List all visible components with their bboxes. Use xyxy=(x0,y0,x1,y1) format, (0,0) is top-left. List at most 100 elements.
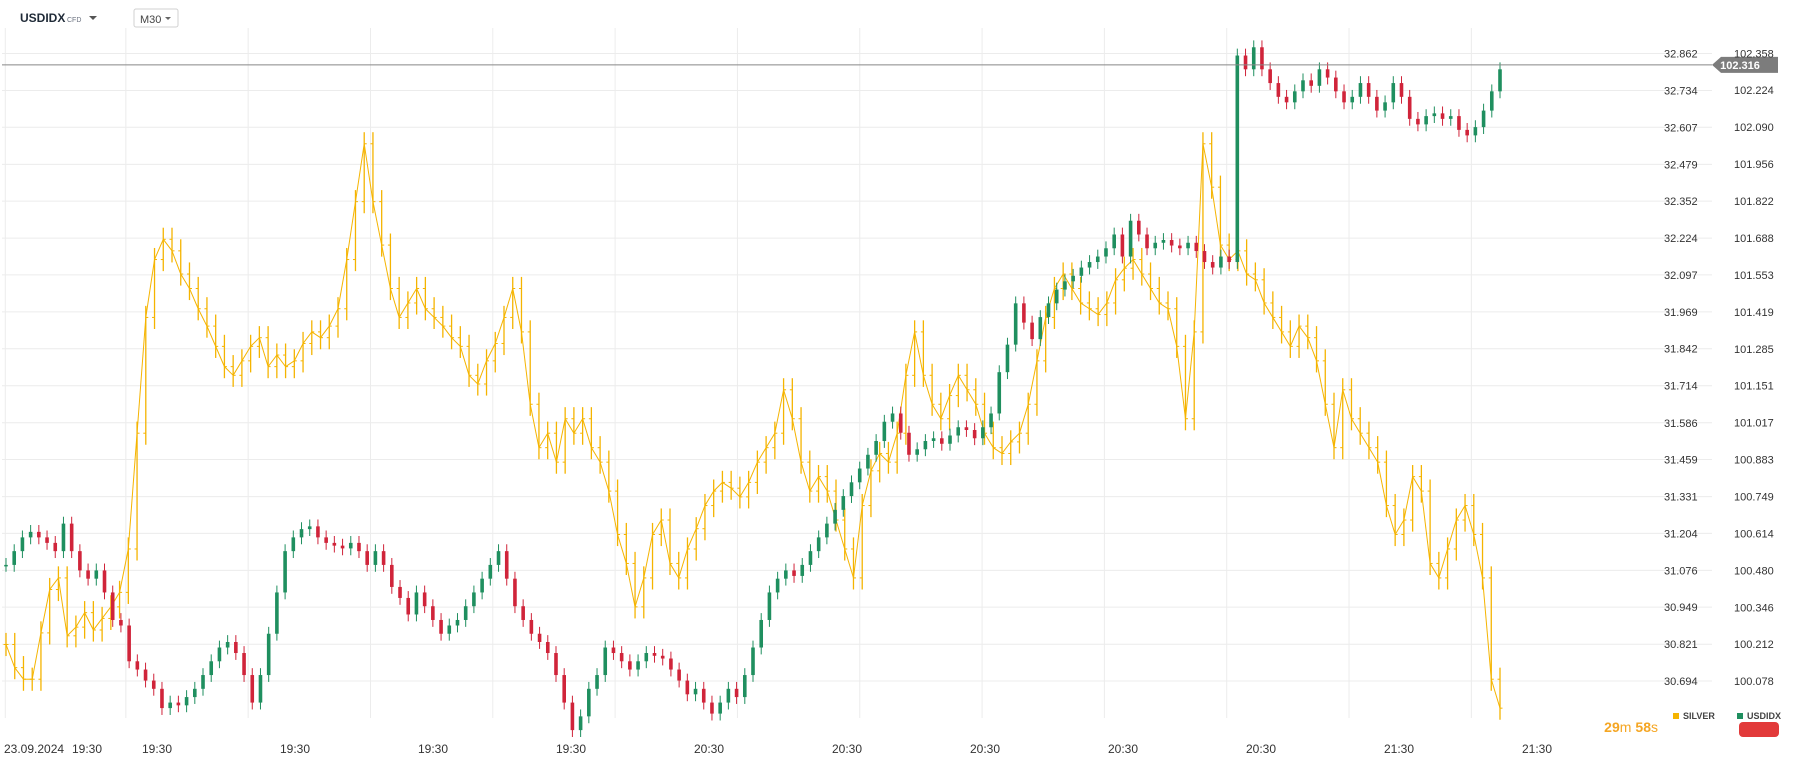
candle-body xyxy=(554,653,558,676)
usdidx-tick-label: 102.224 xyxy=(1734,85,1774,97)
candle-body xyxy=(209,661,214,676)
silver-line-segment xyxy=(1490,679,1501,709)
candle-body xyxy=(1104,248,1108,257)
silver-line-segment xyxy=(687,528,697,550)
timeframe-selector[interactable] xyxy=(133,8,179,28)
silver-line-segment xyxy=(267,354,278,367)
candle-body xyxy=(849,482,854,497)
silver-line-segment xyxy=(949,375,959,396)
candle-body xyxy=(472,592,476,607)
candle-body xyxy=(184,697,189,706)
candle-body xyxy=(1375,96,1379,111)
silver-line-segment xyxy=(66,626,77,637)
candle-body xyxy=(160,688,164,709)
candle-body xyxy=(997,372,1002,414)
candle-body xyxy=(521,606,525,620)
timer-minutes-unit: m xyxy=(1620,719,1632,735)
silver-line-segment xyxy=(1412,476,1422,492)
candle-body xyxy=(792,570,796,576)
candle-body xyxy=(1161,240,1166,243)
time-tick-label: 19:30 xyxy=(142,742,172,756)
silver-line-segment xyxy=(1097,302,1108,315)
candle-body xyxy=(825,523,829,538)
silver-tick-label: 32.224 xyxy=(1664,233,1698,245)
silver-line-segment xyxy=(582,418,592,448)
candle-body xyxy=(751,647,755,676)
silver-line-segment xyxy=(451,337,461,347)
candle-body xyxy=(1013,303,1018,345)
candle-body xyxy=(800,564,805,576)
silver-line-segment xyxy=(818,476,828,492)
candle-body xyxy=(127,625,131,662)
silver-line-segment xyxy=(1464,505,1475,535)
candle-body xyxy=(1022,303,1026,323)
silver-line-segment xyxy=(1115,267,1125,281)
candle-body xyxy=(948,435,952,444)
silver-line-segment xyxy=(669,563,680,579)
candle-body xyxy=(291,537,296,552)
candle-body xyxy=(1481,110,1486,128)
candle-body xyxy=(69,523,74,552)
candle-body xyxy=(972,429,977,439)
time-tick-label: 23.09.2024 xyxy=(4,742,64,756)
silver-line-segment xyxy=(1237,250,1248,275)
candle-body xyxy=(225,642,230,648)
silver-line-segment xyxy=(1202,143,1213,188)
silver-line-segment xyxy=(145,259,156,318)
silver-line-segment xyxy=(783,389,793,419)
candle-body xyxy=(135,661,140,670)
silver-line-segment xyxy=(1193,143,1204,332)
silver-line-segment xyxy=(197,308,208,327)
silver-line-segment xyxy=(765,432,776,448)
candle-body xyxy=(1457,116,1461,130)
silver-line-segment xyxy=(1473,534,1484,579)
price-tag-background xyxy=(1712,56,1778,73)
time-tick-label: 20:30 xyxy=(832,742,862,756)
silver-line-segment xyxy=(486,343,496,362)
candle-body xyxy=(1399,83,1404,97)
silver-line-segment xyxy=(49,577,59,590)
candle-body xyxy=(956,427,961,436)
silver-line-segment xyxy=(852,505,863,578)
silver-line-segment xyxy=(1359,432,1370,448)
candle-body xyxy=(1260,47,1264,70)
silver-line-segment xyxy=(1420,491,1431,564)
timer-minutes: 29 xyxy=(1604,719,1620,735)
candle-body xyxy=(61,523,66,552)
silver-line-segment xyxy=(887,433,898,463)
candle-body xyxy=(652,653,657,656)
candle-body xyxy=(37,531,41,538)
candle-body xyxy=(587,688,591,717)
silver-line-segment xyxy=(1368,447,1379,463)
silver-line-segment xyxy=(468,374,479,385)
caret-down-icon[interactable] xyxy=(89,16,97,20)
time-tick-label: 19:30 xyxy=(556,742,586,756)
usdidx-tick-label: 101.017 xyxy=(1734,418,1774,430)
candle-body xyxy=(340,545,345,549)
silver-line-segment xyxy=(337,259,348,309)
candle-body xyxy=(447,625,452,634)
silver-line-segment xyxy=(1089,308,1099,315)
timer-seconds: 58 xyxy=(1635,719,1651,735)
silver-line-segment xyxy=(1211,187,1221,246)
legend-swatch-usdidx xyxy=(1737,713,1743,719)
silver-line-segment xyxy=(547,433,557,463)
silver-line-segment xyxy=(966,389,977,405)
silver-line-segment xyxy=(84,612,94,631)
silver-line-segment xyxy=(879,453,889,463)
candle-body xyxy=(907,432,911,455)
silver-line-segment xyxy=(442,325,452,338)
silver-line-segment xyxy=(1246,273,1256,281)
silver-tick-label: 32.734 xyxy=(1664,86,1698,98)
silver-line-segment xyxy=(704,490,715,506)
candle-body xyxy=(545,642,550,654)
symbol-name[interactable]: USDIDX xyxy=(20,11,65,25)
candle-body xyxy=(176,702,181,706)
silver-axis: 32.862 32.734 32.607 32.479 32.352 32.224 32.0… xyxy=(1664,48,1698,687)
candle-body xyxy=(537,633,542,643)
silver-line-segment xyxy=(416,288,426,309)
candle-body xyxy=(4,564,8,567)
silver-line-segment xyxy=(756,447,767,463)
candle-body xyxy=(562,675,566,703)
